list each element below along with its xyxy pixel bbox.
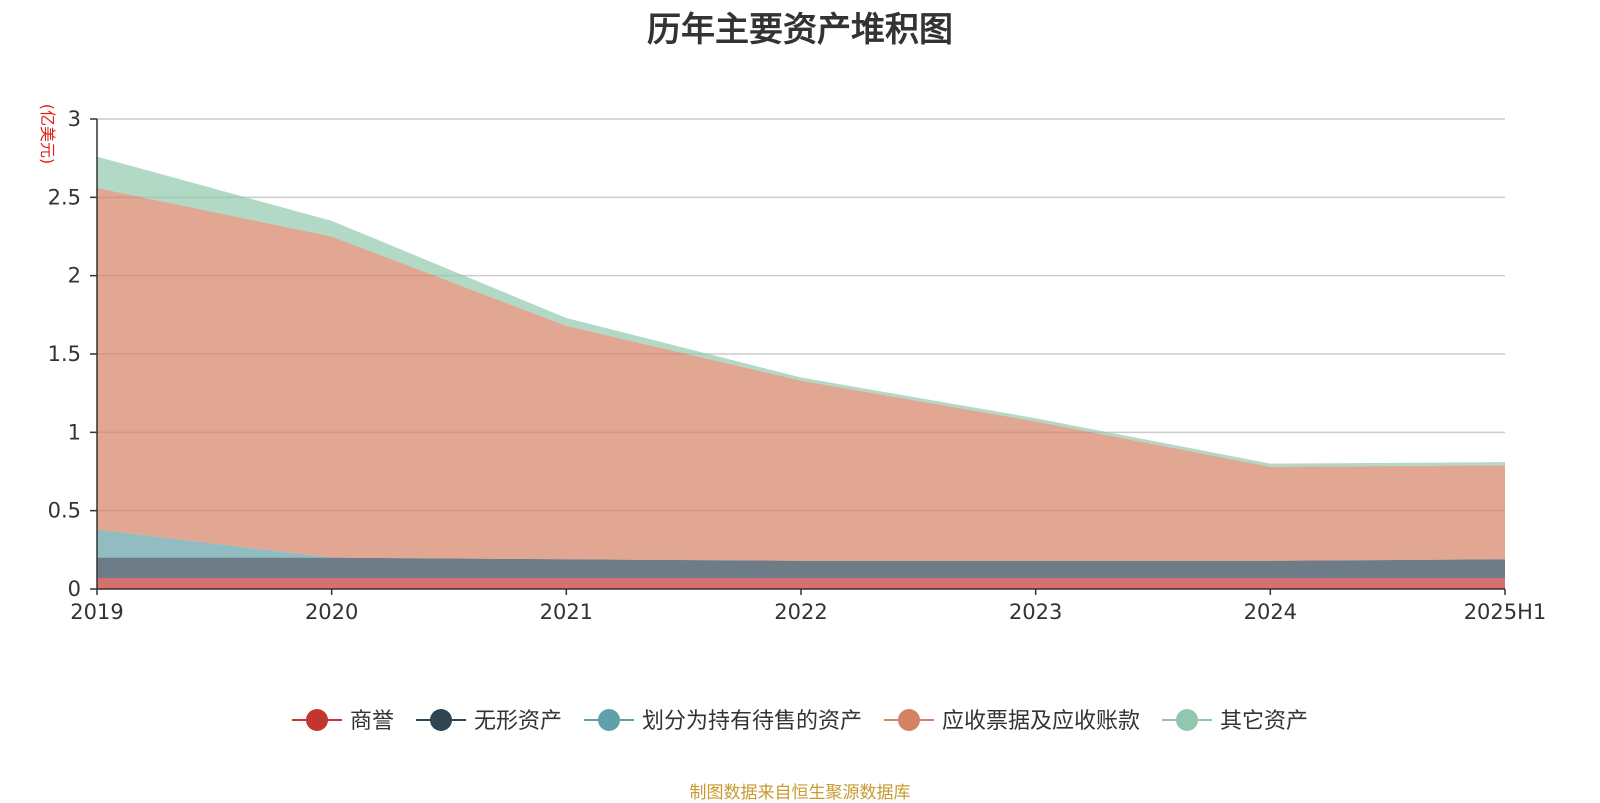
y-tick-label: 2.5	[48, 185, 81, 209]
area-series	[97, 156, 1505, 589]
legend-marker	[598, 709, 620, 731]
y-axis-unit: (亿美元)	[38, 104, 57, 165]
area-series-0	[97, 578, 1505, 589]
legend-label: 应收票据及应收账款	[942, 709, 1140, 734]
x-tick-label: 2023	[1009, 600, 1062, 624]
y-tick-label: 1.5	[48, 342, 81, 366]
x-tick-label: 2025H1	[1464, 600, 1547, 624]
x-tick-label: 2022	[774, 600, 827, 624]
legend-item-3[interactable]: 应收票据及应收账款	[884, 709, 1140, 734]
legend-label: 无形资产	[474, 709, 562, 734]
legend-marker	[430, 709, 452, 731]
legend-item-2[interactable]: 划分为持有待售的资产	[584, 709, 862, 734]
y-tick-label: 0	[68, 577, 81, 601]
legend-label: 划分为持有待售的资产	[642, 709, 862, 734]
x-tick-label: 2021	[540, 600, 593, 624]
area-series-2	[97, 529, 1505, 561]
axes: 0 0.5 1 1.5 2 2.5 3 2019 2020 2021 2022 2023 2024 202…	[38, 104, 1546, 624]
x-tick-label: 2020	[305, 600, 358, 624]
y-tick-label: 2	[68, 264, 81, 288]
y-tick-label: 0.5	[48, 499, 81, 523]
source-note: 制图数据来自恒生聚源数据库	[689, 783, 911, 803]
legend-marker	[898, 709, 920, 731]
x-tick-label: 2024	[1244, 600, 1297, 624]
legend-item-0[interactable]: 商誉	[292, 709, 394, 734]
legend-label: 其它资产	[1220, 709, 1308, 734]
legend-item-4[interactable]: 其它资产	[1162, 709, 1308, 734]
area-series-1	[97, 557, 1505, 579]
area-series-3	[97, 187, 1505, 561]
x-tick-label: 2019	[70, 600, 123, 624]
legend[interactable]: 商誉 无形资产 划分为持有待售的资产 应收票据及应收账款 其它资产	[292, 709, 1308, 734]
legend-marker	[1176, 709, 1198, 731]
y-tick-label: 1	[68, 420, 81, 444]
legend-marker	[306, 709, 328, 731]
chart-title: 历年主要资产堆积图	[647, 10, 953, 50]
legend-label: 商誉	[350, 709, 394, 734]
legend-item-1[interactable]: 无形资产	[416, 709, 562, 734]
y-tick-label: 3	[68, 107, 81, 131]
